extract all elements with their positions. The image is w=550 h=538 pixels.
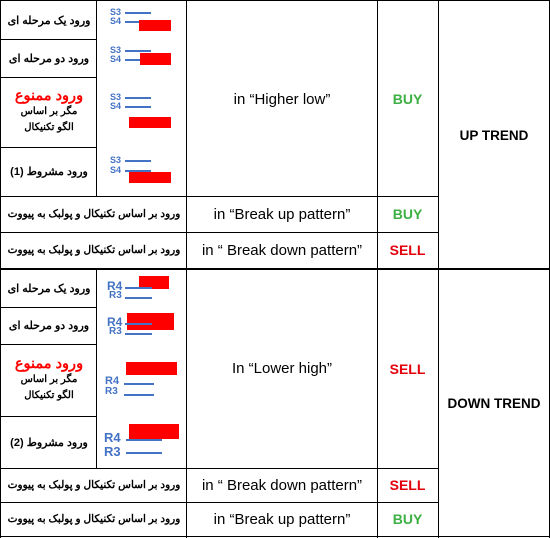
up-trend-label: UP TREND [459,127,529,143]
grid-line [438,0,439,538]
up-extra1-entry: ورود بر اساس تکنیکال و پولبک به پیووت [7,208,181,220]
s4-line [125,59,151,61]
up-extra2-entry: ورود بر اساس تکنیکال و پولبک به پیووت [7,244,181,256]
grid-line [96,0,97,196]
r4-line [124,383,154,385]
r3-label: R3 [105,386,118,397]
r4-label: R4 [104,430,121,445]
s4-line [125,21,151,23]
r3-line [126,452,162,454]
down-extra2-condition: in “Break up pattern” [213,510,351,528]
r3-label: R3 [109,290,122,301]
r3-label: R3 [104,444,121,459]
grid-line [0,344,96,345]
down-group-signal: SELL [389,361,426,377]
up-group-condition: in “Higher low” [233,90,331,108]
price-marker [127,313,174,330]
s4-label: S4 [110,101,122,111]
grid-line [0,0,550,1]
down-level-icons: R4 R3 R4 R3 R4 R3 R4 R3 [100,268,186,468]
up-entry-forbidden-label: ورود ممنوع [14,88,84,104]
price-marker [129,117,171,128]
down-entry-forbidden-cell: ورود ممنوع مگر بر اساس الگو تکنیکال [2,344,96,416]
down-extra2-signal: BUY [392,511,423,527]
s3-label: S3 [110,45,122,55]
up-extra1-condition: in “Break up pattern” [213,205,351,223]
s4-label: S4 [110,16,122,26]
trend-divider [0,268,550,270]
s3-line [125,12,151,14]
r4-line [125,323,152,325]
s4-line [125,170,151,172]
s3-line [125,160,151,162]
s3-label: S3 [110,7,122,17]
s4-line [125,106,151,108]
up-entry-conditional: ورود مشروط (1) [10,166,88,178]
up-entry-forbidden-sub1: مگر بر اساس [20,106,78,117]
up-level-icons: S3 S4 S3 S4 S3 S4 S3 S4 [100,0,186,196]
up-entry-forbidden-cell: ورود ممنوع مگر بر اساس الگو تکنیکال [2,77,96,147]
r4-label: R4 [107,279,123,293]
price-marker [140,53,171,65]
down-entry-conditional: ورود مشروط (2) [10,436,88,449]
price-marker [126,362,177,375]
down-entry-forbidden-sub1: مگر بر اساس [20,374,78,385]
grid-line [0,468,438,469]
up-entry-one-step: ورود یک مرحله ای [7,15,91,27]
down-group-condition: In “Lower high” [231,360,333,377]
grid-line [0,0,1,538]
r4-label: R4 [107,315,123,329]
grid-line [377,0,378,538]
down-extra2-entry: ورود بر اساس تکنیکال و پولبک به پیووت [7,513,181,525]
grid-line [0,77,96,78]
grid-line [0,502,438,503]
up-extra1-signal: BUY [392,206,423,222]
s3-line [125,97,151,99]
grid-line [0,39,96,40]
price-marker [129,424,179,439]
down-entry-forbidden-sub2: الگو تکنیکال [24,390,74,401]
grid-line [0,147,96,148]
up-entry-two-step: ورود دو مرحله ای [8,52,90,65]
s4-label: S4 [110,54,122,64]
r4-line [126,439,162,441]
price-marker [139,276,169,289]
grid-line [0,416,96,417]
r4-line [125,287,152,289]
up-entry-forbidden-sub2: الگو تکنیکال [24,122,74,133]
up-group-signal: BUY [392,91,423,107]
price-marker [139,20,171,31]
r3-line [125,333,152,335]
r3-line [125,297,152,299]
r4-label: R4 [105,375,120,387]
down-entry-forbidden-label: ورود ممنوع [14,356,84,372]
s3-label: S3 [110,92,122,102]
grid-line [0,232,438,233]
r3-label: R3 [109,326,122,337]
down-extra1-entry: ورود بر اساس تکنیکال و پولبک به پیووت [7,479,181,491]
s3-label: S3 [110,155,122,165]
grid-line [186,0,187,538]
grid-line [0,307,96,308]
grid-line [96,268,97,468]
down-extra1-signal: SELL [389,477,426,493]
down-trend-label: DOWN TREND [447,395,541,411]
down-entry-one-step: ورود یک مرحله ای [7,283,91,295]
s3-line [125,50,151,52]
up-extra2-signal: SELL [389,242,426,258]
s4-label: S4 [110,165,122,175]
down-entry-two-step: ورود دو مرحله ای [8,320,90,332]
price-marker [129,172,171,183]
grid-line [0,536,550,537]
grid-line [0,196,438,197]
r3-line [124,394,154,396]
down-extra1-condition: in “ Break down pattern” [201,476,363,494]
up-extra2-condition: in “ Break down pattern” [201,241,363,259]
